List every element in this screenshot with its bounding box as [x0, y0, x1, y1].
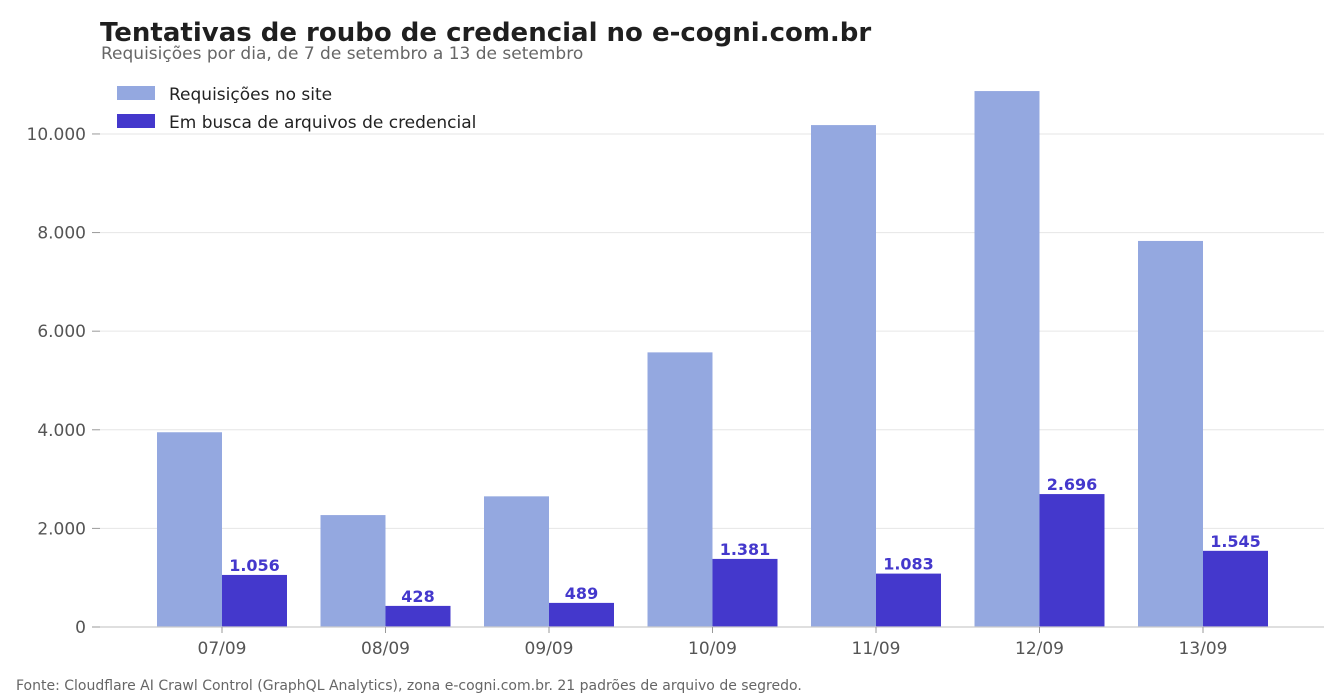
bar-requisicoes [1138, 240, 1203, 627]
chart-title: Tentativas de roubo de credencial no e-c… [100, 18, 871, 48]
data-label: 2.696 [1047, 475, 1098, 494]
bar-requisicoes [974, 91, 1040, 627]
bars [157, 91, 1268, 628]
legend-swatch-requisicoes [117, 86, 155, 100]
x-tick-label: 13/09 [1179, 639, 1228, 659]
legend-swatch-credencial [117, 114, 155, 128]
data-label: 1.056 [229, 556, 280, 575]
bar-credencial [876, 573, 941, 627]
source-note: Fonte: Cloudflare AI Crawl Control (Grap… [16, 678, 802, 694]
y-tick-label: 2.000 [37, 519, 86, 539]
bar-credencial [549, 602, 614, 627]
x-tick-label: 11/09 [852, 639, 901, 659]
legend-label-credencial: Em busca de arquivos de credencial [169, 113, 476, 133]
y-tick-label: 10.000 [27, 125, 86, 145]
axes [92, 133, 1324, 633]
bar-requisicoes [811, 125, 876, 628]
bar-requisicoes [157, 432, 222, 627]
legend: Requisições no site Em busca de arquivos… [117, 85, 476, 133]
data-label: 489 [565, 584, 598, 603]
bar-credencial [712, 558, 778, 627]
x-tick-label: 08/09 [361, 639, 410, 659]
bar-requisicoes [484, 496, 549, 627]
bar-requisicoes [647, 352, 713, 627]
y-tick-label: 0 [75, 618, 86, 638]
bar-requisicoes [320, 515, 386, 627]
x-tick-label: 07/09 [198, 639, 247, 659]
bar-credencial [1203, 550, 1268, 627]
chart-subtitle: Requisições por dia, de 7 de setembro a … [101, 44, 583, 64]
y-tick-label: 8.000 [37, 224, 86, 244]
y-tick-label: 4.000 [37, 421, 86, 441]
bar-credencial [222, 574, 287, 627]
data-label: 1.381 [720, 540, 771, 559]
x-tick-label: 12/09 [1015, 639, 1064, 659]
data-label: 428 [401, 587, 434, 606]
x-tick-label: 09/09 [525, 639, 574, 659]
y-tick-label: 6.000 [37, 322, 86, 342]
data-label: 1.545 [1210, 532, 1261, 551]
legend-label-requisicoes: Requisições no site [169, 85, 332, 105]
bar-credencial [385, 605, 451, 627]
bar-credencial [1039, 494, 1105, 627]
x-tick-label: 10/09 [688, 639, 737, 659]
data-label: 1.083 [883, 555, 934, 574]
labels: 0 2.000 4.000 6.000 8.000 10.000 1.056 07/09 428… [27, 125, 1261, 659]
